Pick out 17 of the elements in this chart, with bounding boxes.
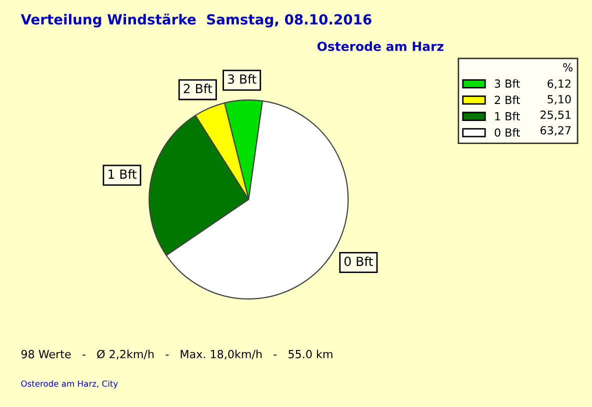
data-label: 25,51	[540, 110, 571, 120]
data-label: 63,27	[540, 126, 571, 136]
chart-subtitle: Osterode am Harz	[317, 41, 444, 52]
text: 98 Werte - Ø 2,2km/h - Max. 18,0km/h - 55.0 km	[21, 350, 332, 360]
slice-label: 3 Bft	[228, 74, 256, 84]
legend-label: 1 Bft	[495, 112, 520, 120]
slice-label: 1 Bft	[108, 169, 136, 179]
data-label: 6,12	[548, 79, 570, 89]
slice-label: 0 Bft	[344, 256, 373, 266]
text: Osterode am Harz, City	[21, 380, 118, 388]
chart-title: Verteilung Windstärke Samstag, 08.10.2016	[20, 14, 372, 28]
legend-label: 3 Bft	[494, 79, 520, 88]
legend-label: 2 Bft	[494, 96, 520, 104]
slice-label: 2 Bft	[184, 84, 212, 94]
data-label: 5,10	[548, 94, 571, 105]
legend-title: %	[563, 63, 573, 72]
legend-label: 0 Bft	[494, 128, 520, 137]
